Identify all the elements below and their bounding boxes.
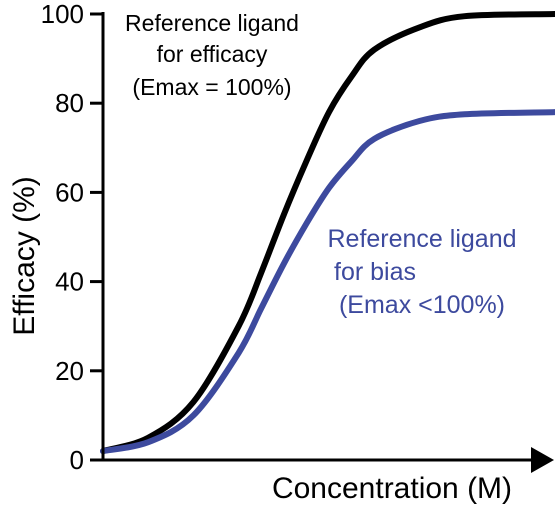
annotation-bias-line-3: (Emax <100%): [339, 291, 505, 319]
annotation-efficacy-line-2: for efficacy: [157, 41, 268, 67]
curve-reference-efficacy: [100, 11, 555, 455]
x-axis-arrowhead: [531, 447, 554, 473]
curve-reference-bias: [100, 109, 555, 455]
y-tick-label: 0: [70, 445, 84, 475]
y-tick-marks: [90, 12, 103, 462]
annotation-bias-line-1: Reference ligand: [327, 225, 516, 253]
y-tick-label: 60: [55, 177, 84, 207]
x-axis-title: Concentration (M): [272, 472, 512, 505]
annotation-efficacy-line-1: Reference ligand: [125, 10, 299, 36]
annotation-reference-bias: Reference ligand for bias (Emax <100%): [327, 225, 516, 319]
y-tick-label: 80: [55, 88, 84, 118]
annotation-reference-efficacy: Reference ligand for efficacy (Emax = 10…: [125, 10, 299, 100]
y-tick-label: 100: [41, 0, 84, 29]
y-tick-label: 20: [55, 356, 84, 386]
annotation-bias-line-2: for bias: [334, 258, 416, 286]
y-tick-labels: 0 20 40 60 80 100: [41, 0, 84, 475]
y-tick-label: 40: [55, 267, 84, 297]
y-axis-title: Efficacy (%): [8, 176, 41, 335]
annotation-efficacy-line-3: (Emax = 100%): [132, 74, 291, 100]
